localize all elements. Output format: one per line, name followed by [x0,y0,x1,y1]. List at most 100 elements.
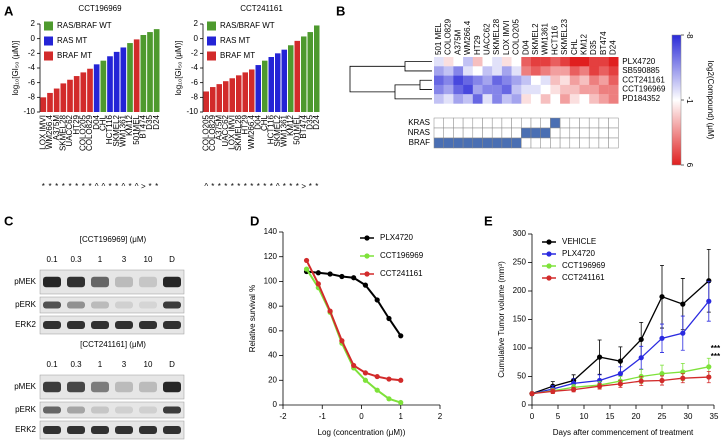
bar [127,43,133,112]
heatmap-cell [511,94,522,104]
blot-band [139,406,157,414]
mutation-cell [453,127,464,139]
significance-marker: * [62,182,65,191]
blot-band [67,321,85,329]
dose-label: 0.1 [46,360,58,369]
data-point [617,381,624,387]
blot-row-label: pMEK [14,382,36,391]
bar [288,45,294,113]
blot-band [163,321,181,329]
legend-swatch [207,51,216,61]
heatmap-cell [540,94,551,104]
heatmap-cell [550,57,561,67]
mutation-cell [462,117,474,129]
legend-label: BRAF MT [220,51,255,60]
significance-marker: * [250,182,253,191]
blot-row-label: pERK [15,300,37,309]
data-point [659,377,665,384]
heatmap-cell [434,84,444,95]
heatmap-cell [540,75,551,86]
mutation-cell [491,117,503,129]
colorbar-label: log2(Compound) (μM) [706,61,715,140]
heatmap-cell [472,75,483,86]
bar [262,60,268,112]
data-point [706,278,712,284]
significance-marker: ^ [135,182,139,191]
heatmap-cell [521,75,532,86]
column-label: WM1361 [541,22,550,55]
blot-band [163,276,181,288]
y-tick-label: 0 [273,400,278,409]
x-tick-label: D04 [92,114,101,129]
x-tick-label: 1 [399,412,404,421]
x-tick-label: 0 [530,412,535,421]
mutation-cell [530,127,541,139]
heatmap-cell [492,66,503,76]
blot-band [91,276,109,288]
mutation-label: BRAF [409,138,430,147]
x-tick-label: BT474 [138,114,147,138]
significance-marker: * [88,182,91,191]
heatmap-cell [453,66,464,76]
y-tick-label: -2 [191,48,199,57]
heatmap-cell [608,75,619,86]
dose-label: D [169,255,175,264]
mutation-cell [550,117,561,129]
legend-label: PLX4720 [380,233,413,242]
bar [60,83,67,112]
data-point [617,371,624,377]
x-tick-label: 0 [359,412,364,421]
y-axis-label: log₁₀[GI₅₀ (μM)] [11,41,20,96]
bar [216,84,222,112]
heatmap-cell [598,66,609,76]
heatmap-cell [501,57,512,67]
x-tick-label: SKMEL28 [234,114,243,151]
heatmap-cell [482,57,493,67]
legend-label: PLX4720 [562,249,595,258]
heatmap-cell [511,84,522,95]
data-point [362,282,369,288]
mutation-cell [598,117,609,129]
dendrogram-branch [419,79,432,90]
data-point [315,281,321,287]
chart-title: CCT241161 [240,4,283,13]
y-axis-label: Relative survival % [248,285,257,353]
legend-label: RAS MT [57,36,87,45]
y-tick-label: -10 [186,107,198,116]
heatmap-cell [501,66,512,76]
data-point [339,338,345,344]
bar [210,87,216,112]
blot-band [115,276,133,288]
blot-strip [39,420,185,440]
heatmap-cell [560,75,570,86]
blot-band [67,406,85,414]
x-tick-label: KM12 [125,114,134,135]
heatmap-cell [531,84,541,95]
y-tick-label: 200 [513,286,527,295]
annotation: *** [711,344,721,353]
mutation-cell [608,137,619,149]
bar [113,51,120,112]
row-label: CCT241161 [622,75,665,84]
x-tick-label: COLO205 [201,114,210,151]
data-point [386,315,392,322]
column-label: UACC62 [482,23,491,55]
x-tick-label: COLO829 [85,114,94,151]
y-tick-label: 2 [194,19,199,28]
x-tick-label: HT29 [240,114,249,134]
heatmap-cell [482,66,493,76]
x-tick-label: HT29 [72,114,81,134]
heatmap-cell [443,94,454,104]
heatmap-cell [569,94,580,104]
legend-swatch [207,36,216,46]
heatmap-cell [579,57,590,67]
heatmap-cell [482,84,493,95]
heatmap-cell [598,57,609,67]
column-label: SKMEL23 [560,18,569,55]
heatmap-cell [579,94,590,104]
x-tick-label: D04 [253,114,262,129]
data-point [303,266,310,272]
mutation-cell [472,127,483,139]
x-tick-label: 501MEL [292,114,301,144]
data-point [362,377,369,383]
